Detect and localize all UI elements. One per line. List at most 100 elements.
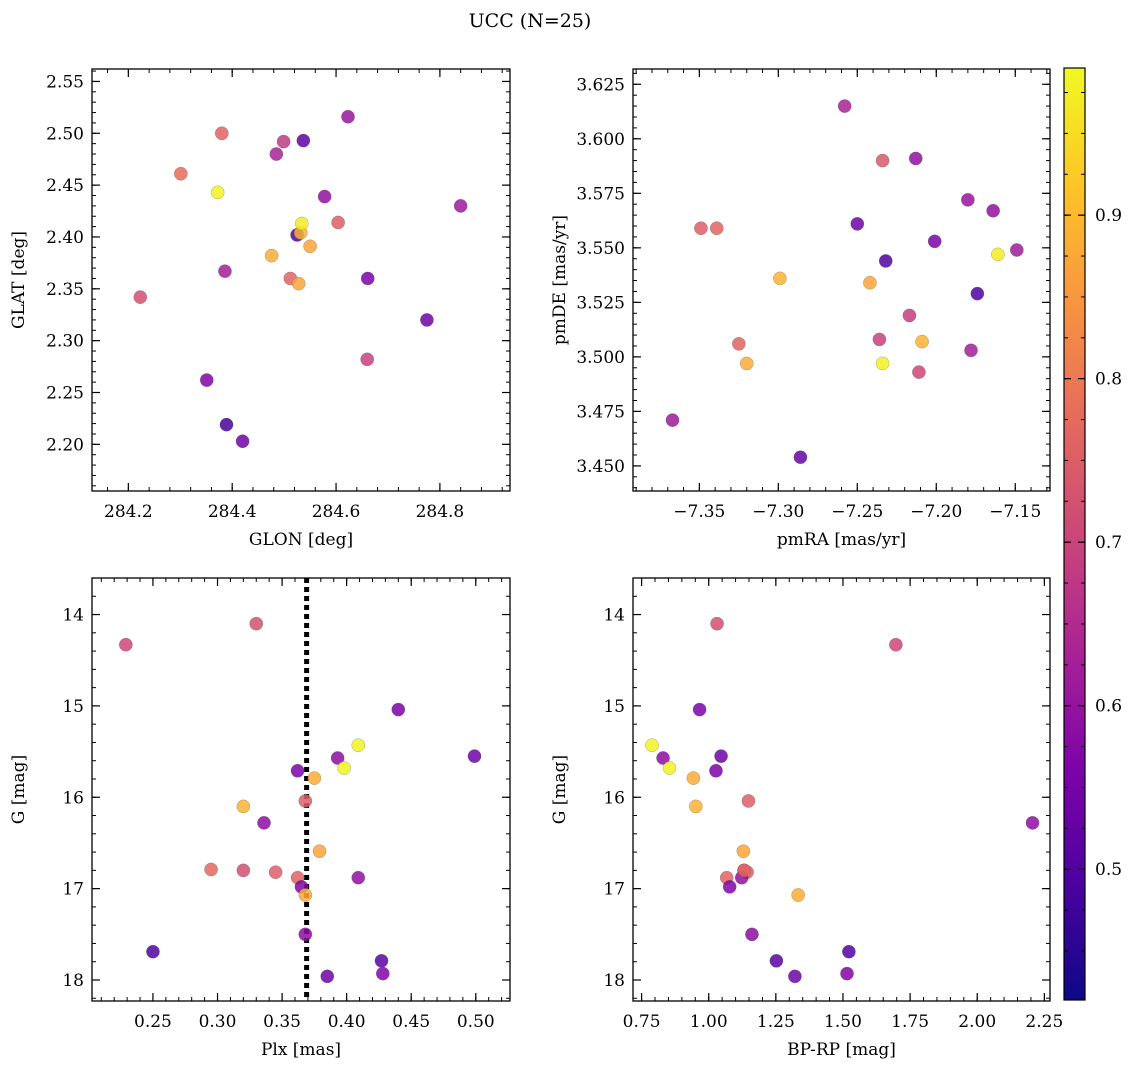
scatter-point: [360, 271, 375, 286]
y-axis-label: G [mag]: [9, 755, 29, 824]
scatter-point: [257, 816, 271, 830]
scatter-point: [739, 356, 754, 371]
x-tick-label: −7.35: [673, 502, 725, 522]
y-tick-label: 2.20: [46, 435, 84, 455]
x-tick-label: 2.00: [958, 1012, 996, 1032]
scatter-point: [689, 799, 703, 814]
y-tick-label: 16: [603, 788, 625, 808]
x-axis-label: Plx [mas]: [261, 1040, 341, 1060]
scatter-point: [769, 954, 784, 968]
scatter-point: [788, 969, 802, 984]
x-tick-label: 0.35: [263, 1012, 301, 1032]
scatter-point: [1010, 243, 1024, 257]
scatter-point: [709, 221, 724, 236]
y-tick-label: 16: [62, 788, 84, 808]
scatter-point: [236, 799, 251, 814]
x-tick-label: 284.6: [312, 502, 361, 522]
x-tick-label: 284.2: [104, 502, 153, 522]
scatter-point: [249, 616, 264, 631]
scatter-point: [745, 927, 759, 942]
colorbar-gradient: [1064, 68, 1085, 1000]
scatter-point: [320, 969, 335, 984]
scatter-point: [236, 863, 251, 878]
scatter-point: [656, 751, 670, 765]
scatter-point: [341, 109, 355, 124]
y-tick-label: 3.625: [576, 75, 625, 95]
colorbar-frame: [1063, 67, 1086, 1001]
scatter-point: [331, 215, 345, 230]
x-tick-label: −7.15: [989, 502, 1041, 522]
scatter-point: [878, 254, 893, 268]
scatter-point: [351, 738, 366, 752]
y-tick-label: 3.525: [576, 293, 625, 313]
scatter-point: [467, 749, 482, 763]
y-tick-label: 3.450: [576, 457, 625, 477]
x-axis-label: pmRA [mas/yr]: [777, 530, 906, 550]
y-tick-label: 2.30: [46, 332, 84, 352]
colorbar-tick-label: 0.9: [1095, 206, 1122, 226]
x-tick-label: 0.30: [199, 1012, 237, 1032]
scatter-point: [303, 239, 317, 254]
y-axis-label: pmDE [mas/yr]: [550, 215, 570, 345]
scatter-point: [235, 434, 250, 449]
scatter-point: [694, 221, 708, 236]
x-tick-label: −7.25: [831, 502, 883, 522]
axes-frame: [91, 577, 511, 1002]
scatter-point: [791, 888, 805, 902]
scatter-point: [645, 738, 659, 752]
y-tick-label: 17: [62, 880, 84, 900]
scatter-point: [317, 189, 332, 204]
scatter-point: [268, 865, 283, 879]
x-tick-label: 1.50: [824, 1012, 862, 1032]
y-tick-label: 2.35: [46, 280, 84, 300]
y-tick-label: 15: [603, 697, 625, 717]
scatter-point: [269, 147, 284, 161]
scatter-point: [307, 771, 322, 785]
scatter-point: [692, 702, 707, 717]
scatter-point: [330, 751, 345, 765]
x-tick-label: 2.25: [1025, 1012, 1063, 1032]
y-tick-label: 3.500: [576, 348, 625, 368]
scatter-point: [290, 763, 305, 778]
scatter-point: [146, 944, 160, 959]
scatter-point: [793, 450, 808, 464]
scatter-point: [915, 334, 929, 349]
scatter-point: [360, 352, 375, 367]
y-tick-label: 2.50: [46, 124, 84, 144]
scatter-point: [964, 343, 978, 358]
panel-top-left: 284.2 284.4 284.6 284.8 2.20 2.25 2.30 2.35 2.40…: [9, 68, 511, 550]
panel-top-right: −7.35 −7.30 −7.25 −7.20 −7.15 3.450 3.475 3.500…: [550, 68, 1051, 550]
scatter-point: [420, 313, 434, 327]
x-tick-label: 0.40: [328, 1012, 366, 1032]
y-tick-label: 18: [603, 971, 625, 991]
scatter-point: [732, 336, 746, 351]
x-tick-label: −7.30: [752, 502, 804, 522]
y-tick-label: 3.550: [576, 239, 625, 259]
scatter-point: [219, 417, 234, 432]
y-tick-label: 18: [62, 971, 84, 991]
scatter-point: [312, 844, 327, 858]
x-tick-label: 0.25: [134, 1012, 172, 1032]
y-tick-label: 2.40: [46, 228, 84, 248]
colorbar-tick-label: 0.8: [1095, 370, 1122, 390]
colorbar-tick-label: 0.5: [1095, 860, 1122, 880]
colorbar-tick-label: 0.6: [1095, 697, 1122, 717]
scatter-point: [210, 185, 225, 200]
scatter-point: [291, 276, 306, 291]
y-tick-label: 17: [603, 880, 625, 900]
scatter-point: [912, 365, 926, 379]
scatter-point: [736, 844, 751, 858]
scatter-point: [902, 308, 917, 323]
scatter-point: [991, 247, 1005, 262]
colorbar-tick-label: 0.7: [1095, 533, 1122, 553]
scatter-point: [737, 863, 752, 878]
x-tick-label: 0.75: [623, 1012, 661, 1032]
scatter-point: [337, 761, 351, 775]
x-tick-label: 0.50: [457, 1012, 495, 1032]
scatter-point: [889, 637, 903, 652]
scatter-point: [119, 637, 133, 652]
scatter-point: [927, 234, 942, 249]
scatter-point: [199, 373, 214, 387]
y-tick-label: 14: [62, 606, 84, 626]
